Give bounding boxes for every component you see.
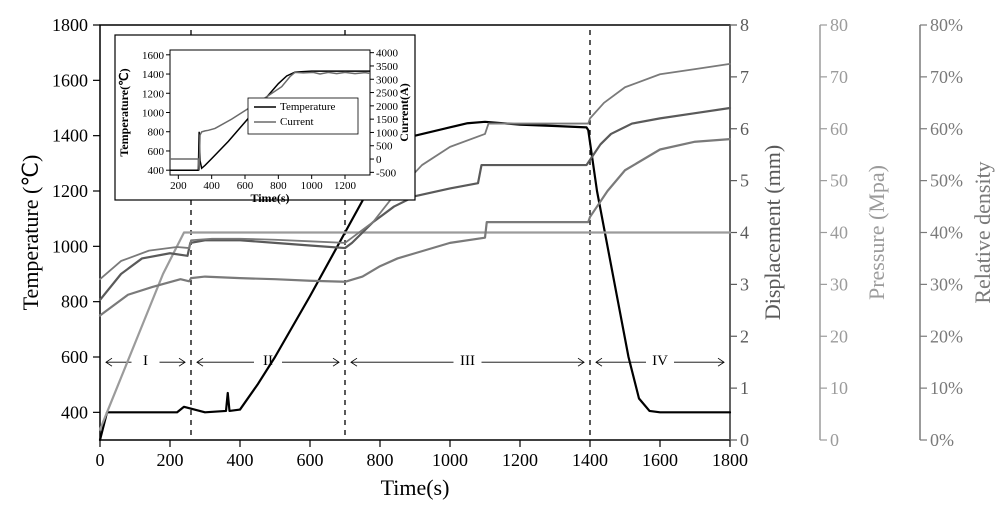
axis-tick-label: 40%	[930, 223, 963, 243]
axis-label: Displacement (mm)	[760, 145, 785, 320]
inset-yr-tick: 4000	[376, 48, 399, 60]
x-tick-label: 0	[96, 450, 105, 470]
axis-tick-label: 2	[740, 326, 749, 346]
axis-tick-label: 0	[830, 430, 839, 450]
axis-tick-label: 70%	[930, 67, 963, 87]
inset-yr-tick: 500	[376, 141, 393, 153]
y-left-tick: 1000	[52, 236, 88, 256]
inset-yr-tick: 1500	[376, 114, 399, 126]
axis-tick-label: 3	[740, 274, 749, 294]
x-tick-label: 400	[227, 450, 254, 470]
region-label: III	[460, 353, 475, 369]
inset-yl-tick: 800	[148, 127, 165, 139]
axis-tick-label: 5	[740, 171, 749, 191]
axis-tick-label: 80	[830, 15, 848, 35]
inset-yl-label: Temperature(℃)	[117, 68, 131, 156]
y-left-tick: 1800	[52, 15, 88, 35]
axis-label: Pressure (Mpa)	[864, 165, 889, 300]
axis-tick-label: 60%	[930, 119, 963, 139]
inset-x-tick: 400	[203, 180, 220, 192]
axis-tick-label: 60	[830, 119, 848, 139]
axis-tick-label: 1	[740, 378, 749, 398]
inset-legend-label: Current	[280, 116, 314, 128]
inset-yl-tick: 1400	[142, 69, 165, 81]
axis-tick-label: 50%	[930, 171, 963, 191]
x-tick-label: 1600	[642, 450, 678, 470]
x-tick-label: 1800	[712, 450, 748, 470]
axis-tick-label: 7	[740, 67, 749, 87]
axis-tick-label: 4	[740, 223, 749, 243]
inset-yr-tick: 0	[376, 154, 382, 166]
x-tick-label: 800	[367, 450, 394, 470]
inset-yr-tick: -500	[376, 167, 397, 179]
x-tick-label: 1000	[432, 450, 468, 470]
axis-tick-label: 0%	[930, 430, 954, 450]
x-tick-label: 1200	[502, 450, 538, 470]
chart-container: 020040060080010001200140016001800Time(s)…	[0, 0, 1000, 518]
y-left-tick: 1400	[52, 126, 88, 146]
inset-yl-tick: 600	[148, 146, 165, 158]
x-axis-label: Time(s)	[381, 475, 450, 500]
axis-label: Relative density	[970, 161, 995, 303]
axis-tick-label: 20%	[930, 326, 963, 346]
y-left-tick: 400	[61, 402, 88, 422]
inset-yr-tick: 3500	[376, 61, 399, 73]
series-pressure	[100, 233, 730, 430]
inset-x-label: Time(s)	[250, 191, 289, 205]
inset-x-tick: 200	[170, 180, 187, 192]
x-tick-label: 200	[157, 450, 184, 470]
x-tick-label: 1400	[572, 450, 608, 470]
inset-x-tick: 1200	[334, 180, 357, 192]
y-left-tick: 1600	[52, 70, 88, 90]
inset-yr-tick: 2000	[376, 101, 399, 113]
y-left-tick: 600	[61, 347, 88, 367]
region-label: I	[143, 353, 148, 369]
inset-yl-tick: 1000	[142, 108, 165, 120]
axis-tick-label: 30%	[930, 274, 963, 294]
axis-tick-label: 30	[830, 274, 848, 294]
axis-tick-label: 20	[830, 326, 848, 346]
y-left-label: Temperature (℃)	[18, 155, 43, 311]
inset-yl-tick: 1600	[142, 50, 165, 62]
axis-tick-label: 40	[830, 223, 848, 243]
axis-tick-label: 10	[830, 378, 848, 398]
inset-legend-label: Temperature	[280, 101, 336, 113]
axis-tick-label: 6	[740, 119, 749, 139]
axis-tick-label: 70	[830, 67, 848, 87]
y-left-tick: 1200	[52, 181, 88, 201]
chart-svg: 020040060080010001200140016001800Time(s)…	[0, 0, 1000, 518]
inset-x-tick: 1000	[301, 180, 324, 192]
inset-yl-tick: 400	[148, 165, 165, 177]
inset-yr-tick: 1000	[376, 127, 399, 139]
axis-tick-label: 50	[830, 171, 848, 191]
inset-yr-label: Current(A)	[397, 83, 411, 141]
axis-tick-label: 10%	[930, 378, 963, 398]
inset-yl-tick: 1200	[142, 88, 165, 100]
axis-tick-label: 0	[740, 430, 749, 450]
y-left-tick: 800	[61, 292, 88, 312]
axis-tick-label: 8	[740, 15, 749, 35]
axis-tick-label: 80%	[930, 15, 963, 35]
inset-yr-tick: 2500	[376, 88, 399, 100]
inset-yr-tick: 3000	[376, 74, 399, 86]
x-tick-label: 600	[297, 450, 324, 470]
region-label: IV	[652, 353, 668, 369]
